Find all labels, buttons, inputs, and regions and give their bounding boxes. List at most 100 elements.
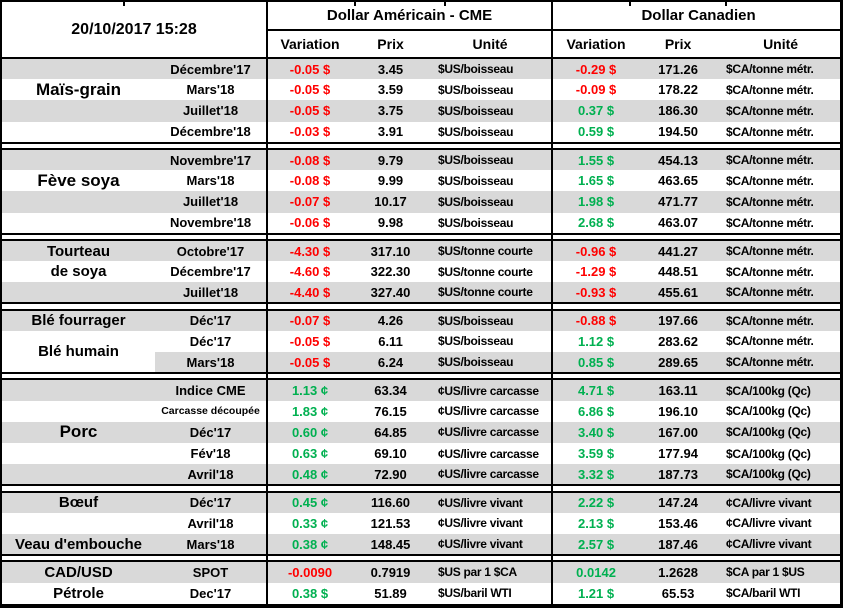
section-separator (2, 484, 840, 493)
us-variation-cell: -0.06 $ (289, 215, 331, 231)
ca-price-cell: 441.27 (658, 243, 698, 259)
us-price-cell: 0.7919 (370, 564, 411, 580)
table-row: de soya Décembre'17 -4.60 $ 322.30 $US/tonne… (2, 261, 840, 283)
table-row: Avril'18 0.48 ¢ 72.90 ¢US/livre carcasse 3.3… (2, 464, 840, 486)
us-variation-header: Variation (267, 30, 353, 59)
us-variation-cell: -0.05 $ (289, 333, 331, 349)
commodity-label-text: Fève soya (37, 170, 120, 190)
us-unit-cell: $US/baril WTI (429, 582, 554, 604)
ca-price-cell: 163.11 (658, 383, 698, 399)
us-variation-cell: -4.30 $ (289, 243, 331, 259)
table-row: CAD/USD SPOT -0.0090 0.7919 $US par 1 $CA 0.0… (2, 561, 840, 583)
contract-cell: Novembre'17 (155, 148, 269, 171)
us-price-cell: 121.53 (370, 515, 411, 531)
commodity-label: Maïs-grain (2, 79, 155, 100)
ca-variation-cell: 1.98 $ (577, 194, 615, 210)
ca-variation-cell: 6.86 $ (577, 403, 615, 419)
separator-cell (2, 372, 269, 381)
ca-variation-cell: 2.68 $ (577, 215, 615, 231)
table-row: Fève soya Mars'18 -0.08 $ 9.99 $US/boisseau 1… (2, 170, 840, 192)
ca-unit-cell: $CA/baril WTI (726, 586, 801, 601)
us-variation-cell: 0.48 ¢ (291, 466, 329, 482)
ca-variation-cell: 0.59 $ (577, 124, 615, 140)
us-variation-cell: 0.38 $ (291, 585, 329, 601)
us-price-cell: 3.75 (377, 103, 404, 119)
us-variation-cell: -0.08 $ (289, 173, 331, 189)
separator-cell (267, 484, 554, 493)
ca-price-cell: 177.94 (658, 446, 698, 462)
separator-cell (2, 141, 269, 150)
section-separator (2, 554, 840, 563)
us-price-cell: 9.79 (377, 152, 404, 168)
us-variation-cell: -0.07 $ (289, 194, 331, 210)
ca-unit-cell: $CA/100kg (Qc) (726, 383, 811, 398)
ca-price-cell: 167.00 (658, 424, 698, 440)
ca-variation-cell: 0.0142 (576, 564, 616, 580)
contract-cell: Avril'18 (155, 512, 269, 534)
us-variation-cell: -0.05 $ (289, 61, 331, 77)
commodity-label-text: Bœuf (58, 494, 99, 512)
ca-unit-cell: $CA/100kg (Qc) (726, 404, 811, 419)
ca-dollar-group-header: Dollar Canadien (552, 2, 840, 31)
ca-variation-cell: 1.21 $ (577, 585, 615, 601)
ca-price-cell: 463.07 (658, 215, 698, 231)
us-variation-cell: 0.45 ¢ (291, 495, 329, 511)
separator-cell (552, 141, 840, 150)
section-separator (2, 372, 840, 381)
header-row-columns: Variation Prix Unité Variation Prix Unit… (2, 30, 840, 59)
ca-unit-cell: ¢CA/livre vivant (726, 537, 812, 552)
contract-cell: Déc'17 (155, 309, 269, 331)
contract-cell: Déc'17 (155, 491, 269, 513)
us-price-cell: 3.45 (377, 61, 404, 77)
ca-variation-cell: 1.65 $ (577, 173, 615, 189)
us-price-cell: 10.17 (374, 194, 407, 210)
us-unit-cell: $US/boisseau (429, 121, 554, 143)
ca-variation-cell: 1.55 $ (577, 152, 615, 168)
ca-unit-cell: $CA/tonne métr. (726, 173, 814, 188)
grid-tick (123, 2, 125, 6)
us-price-cell: 72.90 (374, 466, 407, 482)
table-row: Tourteau Octobre'17 -4.30 $ 317.10 $US/tonne… (2, 239, 840, 262)
separator-cell (552, 554, 840, 563)
us-price-cell: 116.60 (370, 495, 411, 511)
ca-variation-cell: 3.40 $ (577, 424, 615, 440)
us-unite-header: Unité (429, 30, 554, 59)
ca-price-cell: 289.65 (658, 354, 698, 370)
grid-tick (629, 2, 631, 6)
separator-cell (267, 372, 554, 381)
table-row: Indice CME 1.13 ¢ 63.34 ¢US/livre carcasse 4… (2, 379, 840, 401)
table-row: Blé fourrager Déc'17 -0.07 $ 4.26 $US/boisse… (2, 309, 840, 331)
table-row: Pétrole Dec'17 0.38 $ 51.89 $US/baril WTI 1.2… (2, 582, 840, 604)
us-price-cell: 51.89 (374, 585, 407, 601)
ca-unit-cell: $CA/tonne métr. (726, 244, 814, 258)
us-variation-cell: -4.60 $ (289, 264, 331, 280)
ca-variation-cell: 1.12 $ (577, 333, 615, 349)
table-row: Bœuf Déc'17 0.45 ¢ 116.60 ¢US/livre vivant 2.… (2, 491, 840, 513)
separator-cell (552, 232, 840, 241)
table-row: Carcasse découpée 1.83 ¢ 76.15 ¢US/livre ca… (2, 400, 840, 422)
commodity-cell-empty (2, 149, 155, 170)
ca-price-cell: 197.66 (658, 313, 698, 329)
commodity-label: Blé humain (2, 330, 155, 374)
section-separator (2, 232, 840, 241)
us-variation-cell: -4.40 $ (289, 284, 331, 300)
us-price-cell: 4.26 (377, 313, 404, 329)
us-unit-cell: $US/boisseau (429, 191, 554, 213)
commodity-label-text: Porc (59, 422, 98, 442)
commodity-label-text: CAD/USD (44, 563, 113, 581)
us-unit-cell: ¢US/livre carcasse (429, 379, 554, 401)
us-unit-cell: $US par 1 $CA (429, 561, 554, 583)
contract-cell: Déc'17 (155, 421, 269, 443)
us-unit-cell: ¢US/livre carcasse (429, 421, 554, 443)
ca-prix-header: Prix (639, 30, 718, 59)
us-variation-cell: 0.60 ¢ (291, 424, 329, 440)
us-variation-cell: -0.07 $ (289, 313, 331, 329)
us-variation-cell: 0.38 ¢ (291, 536, 329, 552)
table-row: Veau d'embouche Mars'18 0.38 ¢ 148.45 ¢US/li… (2, 533, 840, 556)
ca-variation-cell: 3.59 $ (577, 446, 615, 462)
ca-unit-cell: $CA/tonne métr. (726, 313, 814, 328)
us-variation-cell: -0.0090 (287, 564, 333, 580)
ca-variation-cell: -1.29 $ (575, 264, 617, 280)
ca-price-cell: 463.65 (658, 173, 698, 189)
ca-price-cell: 187.73 (658, 466, 698, 482)
